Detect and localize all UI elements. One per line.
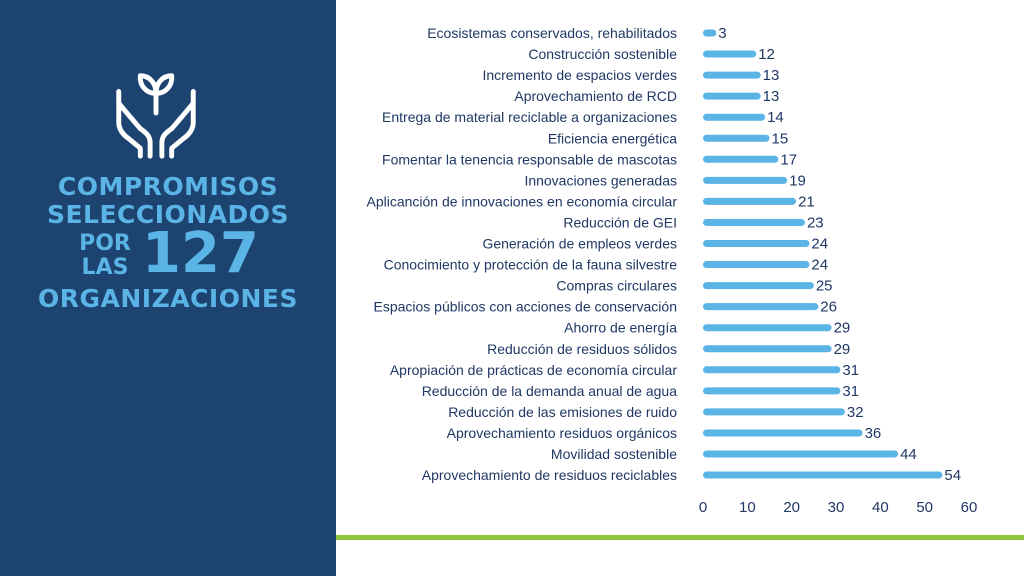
- data-label: 29: [834, 341, 851, 358]
- data-label: 3: [718, 25, 726, 42]
- bar: [703, 176, 788, 184]
- data-label: 14: [767, 109, 784, 126]
- headline-line-1: COMPROMISOS: [57, 172, 279, 201]
- category-label: Generación de empleos verdes: [482, 236, 677, 252]
- x-tick-label: 60: [961, 499, 978, 516]
- organization-count: 127: [142, 221, 259, 286]
- bar: [703, 408, 845, 416]
- headline-por: POR: [79, 231, 131, 256]
- data-label: 19: [789, 172, 806, 189]
- data-label: 29: [834, 320, 851, 337]
- data-label: 25: [816, 278, 833, 295]
- category-label: Construcción sostenible: [528, 46, 677, 62]
- accent-line: [336, 535, 1024, 540]
- category-label: Incremento de espacios verdes: [482, 67, 677, 83]
- bar: [703, 303, 819, 311]
- data-label: 31: [842, 383, 859, 400]
- bar: [703, 366, 841, 374]
- data-label: 54: [944, 467, 961, 484]
- bars-layer: Ecosistemas conservados, rehabilitados 3 C…: [366, 25, 961, 484]
- data-label: 31: [842, 362, 859, 379]
- data-label: 26: [820, 299, 837, 316]
- category-label: Espacios públicos con acciones de conser…: [373, 299, 677, 315]
- bar: [703, 345, 832, 353]
- bar: [703, 261, 810, 269]
- bar: [703, 387, 841, 395]
- x-axis: 0 10 20 30 40 50 60: [699, 499, 978, 516]
- category-label: Conocimiento y protección de la fauna si…: [384, 257, 678, 273]
- category-label: Reducción de GEI: [563, 214, 677, 230]
- category-label: Ahorro de energía: [564, 320, 677, 336]
- bar: [703, 429, 863, 437]
- headline-line-2: SELECCIONADOS: [46, 200, 290, 229]
- data-label: 21: [798, 193, 815, 210]
- category-label: Movilidad sostenible: [551, 446, 677, 462]
- data-label: 36: [865, 425, 882, 442]
- bar: [703, 155, 779, 163]
- bar: [703, 218, 805, 226]
- category-label: Entrega de material reciclable a organiz…: [382, 109, 677, 125]
- category-label: Eficiencia energética: [548, 130, 677, 146]
- data-label: 13: [763, 67, 780, 84]
- bar: [703, 113, 766, 121]
- bar: [703, 50, 757, 58]
- bar: [703, 282, 814, 290]
- x-tick-label: 20: [783, 499, 800, 516]
- category-label: Apropiación de prácticas de economía cir…: [390, 362, 677, 378]
- bar: [703, 450, 899, 458]
- bar: [703, 92, 761, 100]
- x-tick-label: 30: [828, 499, 845, 516]
- category-label: Aprovechamiento de residuos reciclables: [422, 467, 677, 483]
- bar: [703, 29, 717, 37]
- data-label: 23: [807, 214, 824, 231]
- data-label: 44: [900, 446, 917, 463]
- bar: [703, 71, 761, 79]
- category-label: Innovaciones generadas: [524, 172, 677, 188]
- category-label: Aprovechamiento residuos orgánicos: [447, 425, 677, 441]
- bar: [703, 197, 797, 205]
- data-label: 13: [763, 88, 780, 105]
- bar: [703, 324, 832, 332]
- category-label: Aprovechamiento de RCD: [514, 88, 677, 104]
- category-label: Reducción de las emisiones de ruido: [448, 404, 677, 420]
- category-label: Ecosistemas conservados, rehabilitados: [427, 25, 677, 41]
- data-label: 12: [758, 46, 775, 63]
- headline-las: LAS: [81, 255, 129, 280]
- x-tick-label: 0: [699, 499, 707, 516]
- x-tick-label: 50: [916, 499, 933, 516]
- category-label: Compras circulares: [556, 278, 677, 294]
- data-label: 15: [772, 130, 789, 147]
- x-tick-label: 40: [872, 499, 889, 516]
- data-label: 32: [847, 404, 864, 421]
- commitments-bar-chart: Ecosistemas conservados, rehabilitados 3 C…: [366, 25, 978, 516]
- left-panel: COMPROMISOS SELECCIONADOS POR LAS 127 OR…: [0, 0, 336, 576]
- data-label: 24: [811, 236, 828, 253]
- category-label: Reducción de la demanda anual de agua: [422, 383, 678, 399]
- bar: [703, 240, 810, 247]
- bar: [703, 134, 770, 142]
- category-label: Fomentar la tenencia responsable de masc…: [382, 151, 677, 167]
- data-label: 17: [780, 151, 797, 168]
- hands-plant-icon: [116, 73, 196, 159]
- x-tick-label: 10: [739, 499, 756, 516]
- data-label: 24: [811, 257, 828, 274]
- headline-por-las: POR LAS: [70, 232, 140, 280]
- category-label: Aplicanción de innovaciones en economía …: [366, 193, 677, 209]
- headline-line-4: ORGANIZACIONES: [38, 284, 298, 313]
- category-label: Reducción de residuos sólidos: [487, 341, 677, 357]
- bar: [703, 471, 943, 479]
